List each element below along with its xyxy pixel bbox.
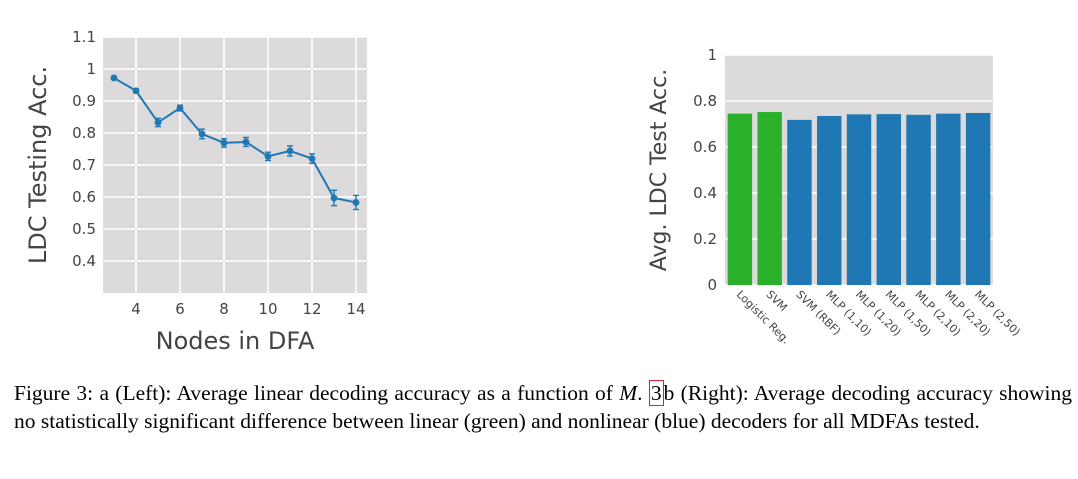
x-tick-label: 4 — [131, 300, 141, 318]
x-tick-label: SVM — [764, 288, 790, 314]
y-tick-label: 0.5 — [72, 220, 96, 238]
bar — [727, 113, 753, 286]
line-chart: 0.4 0.5 0.6 0.7 0.8 0.9 1 1.1 4 6 8 10 12 14 LDC Testi… — [24, 28, 367, 355]
y-tick-label: 1 — [707, 46, 717, 64]
data-point — [220, 139, 228, 147]
x-tick-label: 10 — [258, 300, 277, 318]
y-tick-label: 0.8 — [693, 92, 717, 110]
y-tick-label: 0 — [707, 276, 717, 294]
data-point — [242, 138, 250, 146]
caption-part1: Figure 3: a (Left): Average linear decod… — [14, 381, 620, 405]
y-tick-label: 1.1 — [72, 28, 96, 46]
figure-reference-link[interactable]: 3 — [648, 380, 664, 406]
bar — [817, 115, 842, 285]
y-tick-label: 0.9 — [72, 92, 96, 110]
y-axis-label: LDC Testing Acc. — [24, 66, 52, 264]
y-axis-label: Avg. LDC Test Acc. — [647, 69, 672, 271]
data-point — [264, 152, 272, 160]
x-tick-label: Logistic Reg. — [734, 288, 793, 347]
y-tick-label: 0.4 — [693, 184, 717, 202]
bar-chart: 0 0.2 0.4 0.6 0.8 1 Avg. LDC Test Acc. Logistic… — [647, 46, 1023, 346]
y-tick-label: 0.4 — [72, 252, 96, 270]
data-point — [154, 119, 162, 126]
caption-math: M — [619, 381, 638, 405]
x-tick-label: 6 — [175, 300, 185, 318]
data-point — [198, 130, 206, 138]
data-point — [308, 155, 316, 163]
caption-part3: b (Right): Average decoding accuracy sho… — [14, 381, 1073, 433]
y-tick-label: 1 — [86, 60, 96, 78]
figure-caption: Figure 3: a (Left): Average linear decod… — [14, 379, 1072, 435]
data-point — [352, 199, 360, 206]
bar — [965, 112, 991, 286]
bar — [876, 114, 901, 285]
x-tick-label: 12 — [302, 300, 321, 318]
caption-part2: . — [637, 381, 649, 405]
data-point — [330, 194, 338, 202]
bar — [757, 112, 782, 285]
x-tick-label: 8 — [219, 300, 229, 318]
y-tick-label: 0.7 — [72, 156, 96, 174]
y-tick-label: 0.2 — [693, 230, 717, 248]
y-tick-label: 0.6 — [72, 188, 96, 206]
data-point — [176, 104, 184, 112]
x-tick-label: 14 — [346, 300, 365, 318]
y-tick-label: 0.6 — [693, 138, 717, 156]
data-point — [110, 74, 118, 82]
bar — [906, 114, 931, 285]
bar — [846, 114, 872, 285]
data-point — [132, 87, 140, 95]
series-line — [113, 77, 357, 204]
bar — [936, 113, 961, 286]
bar — [787, 119, 812, 285]
x-axis-label: Nodes in DFA — [156, 327, 315, 355]
data-point — [286, 147, 294, 155]
y-tick-label: 0.8 — [72, 124, 96, 142]
